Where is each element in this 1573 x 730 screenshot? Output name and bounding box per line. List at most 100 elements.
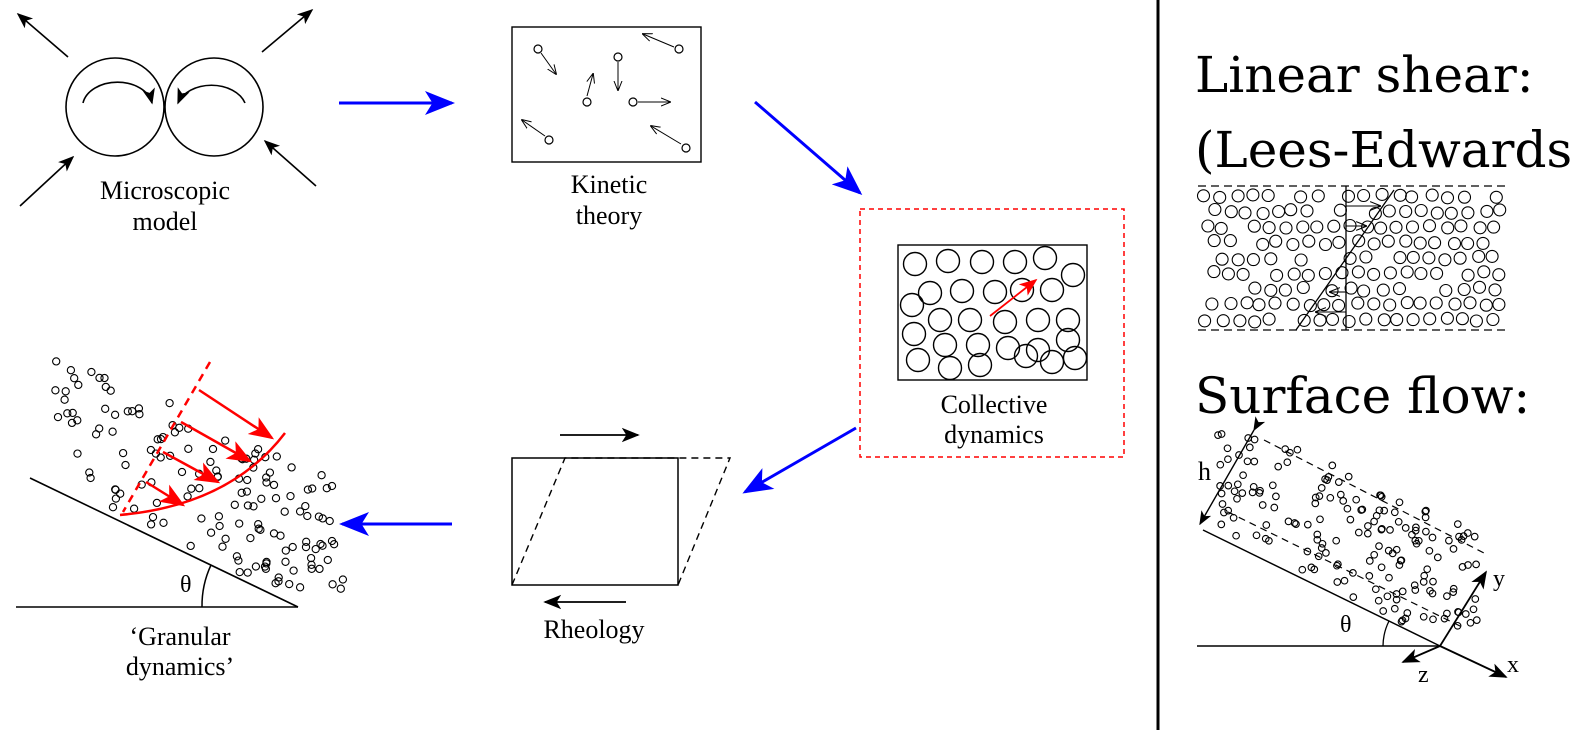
shear-particle bbox=[1252, 298, 1266, 312]
shear-velocity-arrows bbox=[1316, 206, 1380, 312]
granular-particle bbox=[108, 503, 118, 512]
shear-particle bbox=[1425, 188, 1439, 202]
surface-particle bbox=[1262, 521, 1271, 529]
surface-particle bbox=[1283, 458, 1292, 467]
granular-particle bbox=[315, 564, 324, 574]
surface-particle bbox=[1326, 493, 1335, 502]
surface-flow-title: Surface flow: bbox=[1195, 367, 1530, 425]
granular-particle bbox=[52, 357, 61, 366]
shear-particle bbox=[1223, 234, 1237, 248]
granular-particle bbox=[256, 525, 265, 534]
surface-particle bbox=[1334, 478, 1343, 486]
granular-particle bbox=[243, 501, 253, 510]
shear-particle bbox=[1261, 188, 1275, 203]
granular-particle bbox=[134, 404, 144, 413]
dense-particle bbox=[1039, 277, 1065, 303]
surface-particle bbox=[1218, 500, 1227, 508]
surface-particle bbox=[1239, 471, 1247, 480]
shear-particle bbox=[1399, 204, 1413, 219]
shear-particle bbox=[1463, 296, 1477, 310]
surface-particle bbox=[1358, 505, 1367, 514]
shear-particle bbox=[1479, 298, 1493, 312]
surface-particle bbox=[1472, 560, 1480, 569]
surface-particle bbox=[1272, 492, 1280, 501]
shear-particle bbox=[1351, 296, 1365, 310]
shear-particle bbox=[1301, 268, 1315, 282]
granular-particle bbox=[95, 373, 104, 383]
granular-particle bbox=[288, 542, 297, 552]
surface-particle bbox=[1233, 494, 1241, 503]
granular-particle bbox=[262, 559, 271, 568]
surface-particle bbox=[1223, 444, 1232, 453]
surface-particle bbox=[1371, 585, 1380, 594]
lees-edwards-title: (Lees-Edwards) bbox=[1195, 121, 1573, 179]
shear-particle bbox=[1453, 251, 1467, 265]
collective-dynamics: Collective dynamics bbox=[859, 208, 1125, 458]
shear-particle bbox=[1430, 266, 1444, 280]
surface-particle bbox=[1352, 495, 1361, 504]
surface-particle bbox=[1250, 457, 1259, 466]
kinetic-theory: Kinetic theory bbox=[511, 26, 702, 230]
surface-particle bbox=[1420, 571, 1429, 580]
granular-particle bbox=[285, 579, 294, 589]
surface-particle bbox=[1423, 565, 1432, 574]
rheology: Rheology bbox=[511, 427, 732, 644]
shear-particle bbox=[1476, 236, 1490, 250]
granular-particle bbox=[253, 445, 263, 454]
granular-label-2: dynamics’ bbox=[126, 652, 234, 681]
granular-particle bbox=[316, 539, 325, 549]
shear-particle bbox=[1238, 206, 1252, 220]
surface-particle bbox=[1421, 507, 1430, 516]
shear-particle bbox=[1461, 236, 1475, 251]
surface-particle bbox=[1401, 524, 1410, 532]
surface-particle bbox=[1274, 462, 1283, 471]
rheology-box bbox=[511, 457, 679, 586]
granular-particle bbox=[232, 552, 242, 561]
particle-right bbox=[164, 57, 264, 157]
shear-particle bbox=[1472, 280, 1487, 294]
granular-particle bbox=[286, 491, 295, 501]
sheared-box-outline bbox=[511, 457, 732, 586]
granular-particle bbox=[156, 453, 165, 462]
granular-particle bbox=[249, 502, 258, 511]
granular-particle bbox=[183, 492, 192, 501]
shear-particle bbox=[1414, 266, 1428, 281]
shear-particle bbox=[1423, 312, 1437, 326]
particle-left bbox=[65, 57, 165, 157]
surface-particle bbox=[1466, 618, 1475, 627]
surface-particle bbox=[1216, 460, 1225, 469]
shear-particle bbox=[1296, 280, 1310, 295]
granular-particle bbox=[301, 542, 311, 552]
shear-particle bbox=[1486, 312, 1500, 327]
surface-particle bbox=[1376, 491, 1384, 500]
shear-particle bbox=[1454, 219, 1468, 233]
dense-particle bbox=[969, 249, 995, 275]
shear-particle bbox=[1205, 297, 1219, 311]
profile-arrow bbox=[198, 388, 275, 440]
free-surface-line-lower bbox=[1227, 511, 1463, 628]
shear-particle bbox=[1256, 206, 1270, 221]
shear-particle bbox=[1487, 220, 1501, 234]
granular-particle bbox=[67, 418, 77, 428]
surface-particle bbox=[1463, 529, 1472, 537]
surface-particle bbox=[1334, 560, 1342, 569]
granular-particle bbox=[111, 494, 121, 503]
granular-particle bbox=[271, 494, 281, 503]
granular-particle bbox=[301, 501, 310, 511]
dense-particle bbox=[1032, 245, 1058, 271]
surface-particle bbox=[1315, 492, 1324, 500]
shear-particle bbox=[1429, 296, 1443, 310]
granular-particle bbox=[87, 367, 96, 377]
surface-particle bbox=[1440, 614, 1449, 623]
surface-particle bbox=[1394, 517, 1403, 526]
gas-particle bbox=[628, 97, 638, 107]
granular-particle bbox=[327, 481, 337, 491]
granular-particle bbox=[281, 546, 290, 555]
shear-particle bbox=[1327, 219, 1341, 233]
shear-particle bbox=[1382, 204, 1396, 218]
surface-particle bbox=[1419, 612, 1428, 621]
shear-particle bbox=[1247, 219, 1261, 233]
granular-particle bbox=[261, 564, 271, 573]
dense-particle bbox=[967, 352, 993, 378]
surface-particle bbox=[1464, 561, 1472, 569]
